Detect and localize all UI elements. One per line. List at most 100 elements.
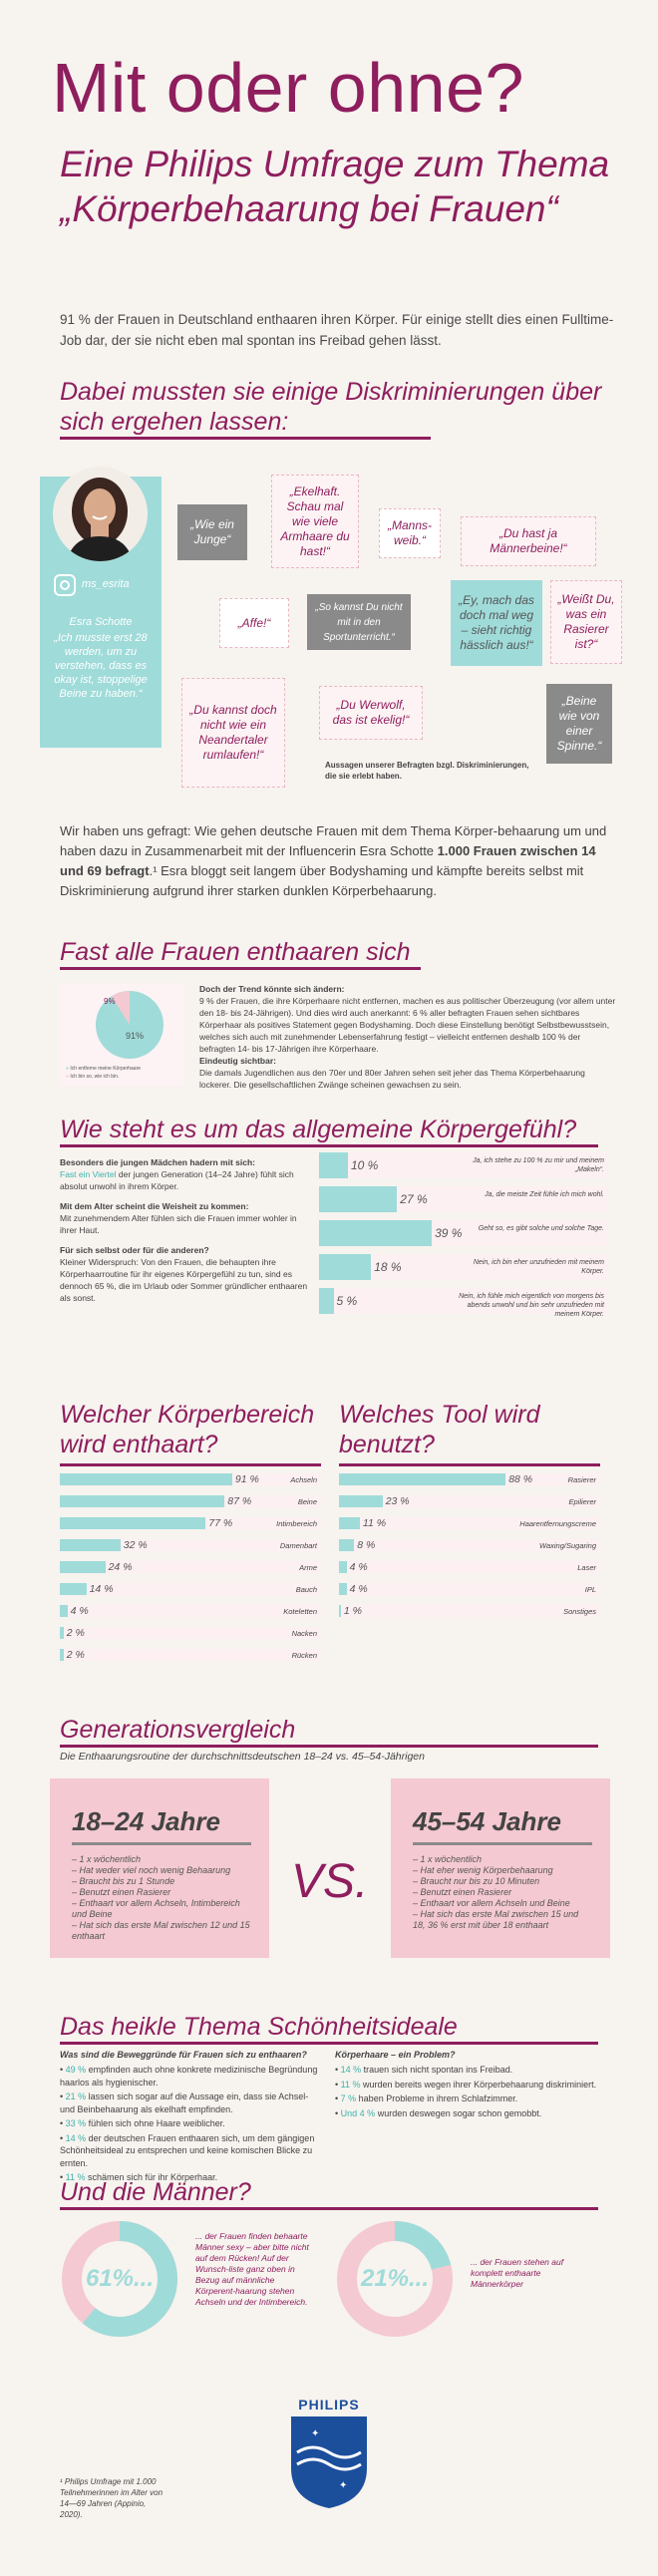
generation-subtitle: Die Enthaarungsroutine der durchschnitts… (60, 1751, 425, 1763)
chart-bar-track (339, 1561, 600, 1573)
bullet-item: • Und 4 % wurden deswegen sogar schon ge… (335, 2107, 604, 2120)
chart-bar-track (60, 1627, 321, 1639)
chart-bar-value: 91 % (234, 1473, 259, 1485)
generation-box-older: 45–54 Jahre 1 x wöchentlichHat eher weni… (391, 1778, 610, 1958)
quotes-note: Aussagen unserer Befragten bzgl. Diskrim… (325, 761, 529, 781)
donut-left (62, 2221, 177, 2337)
chart-bar (60, 1473, 232, 1485)
beauty-right-title: Körperhaare – ein Problem? (335, 2050, 456, 2060)
block-title: Mit dem Alter scheint die Weisheit zu ko… (60, 1201, 249, 1211)
beauty-heading: Das heikle Thema Schönheitsideale (60, 2013, 458, 2041)
chart-bar (60, 1583, 87, 1595)
chart-bar-row: 2 % Nacken (60, 1627, 321, 1639)
divider (413, 1842, 592, 1845)
bullet-dot: • (335, 2107, 341, 2118)
chart-bar-label: Laser (577, 1563, 596, 1572)
trend-body: 9 % der Frauen, die ihre Körperhaare nic… (199, 996, 616, 1054)
chart-bar-row: 32 % Damenbart (60, 1539, 321, 1551)
bullet-text: wurden bereits wegen ihrer Körperbehaaru… (360, 2079, 597, 2090)
chart-bar-value: 2 % (66, 1627, 85, 1639)
chart-bar-row: 24 % Arme (60, 1561, 321, 1573)
influencer-card: ms_esrita Esra Schotte „Ich musste erst … (40, 467, 162, 748)
bullet-item: • 11 % schämen sich für ihr Körperhaar. (60, 2171, 319, 2184)
chart-bar-track (339, 1605, 600, 1617)
feeling-text: Besonders die jungen Mädchen hadern mit … (60, 1156, 309, 1304)
bullet-percentage: 21 % (65, 2092, 87, 2101)
footnote: ¹ Philips Umfrage mit 1.000 Teilnehmerin… (60, 2477, 164, 2519)
bullet-dot: • (60, 2118, 66, 2128)
chart-bar-value: 11 % (362, 1517, 387, 1529)
chart-bar-row: 2 % Rücken (60, 1649, 321, 1661)
bullet-text: der deutschen Frauen enthaaren sich, um … (60, 2132, 315, 2168)
heading-underline (60, 437, 431, 440)
donut-value-arc (62, 2221, 177, 2337)
list-item: 1 x wöchentlich (413, 1854, 592, 1865)
beauty-left-title: Was sind die Beweggründe für Frauen sich… (60, 2050, 307, 2060)
person-photo-icon (67, 478, 133, 561)
pie-label: 91% (126, 1031, 145, 1041)
bullet-dot: • (335, 2079, 341, 2090)
bullet-percentage: 11 % (65, 2172, 86, 2182)
heading-underline (60, 2207, 598, 2210)
chart-bar-label: Intimbereich (276, 1519, 317, 1528)
visible-body: Die damals Jugendlichen aus den 70er und… (199, 1068, 585, 1090)
survey-text: .¹ Esra bloggt seit langem über Bodysham… (60, 863, 584, 898)
bullet-item: • 7 % haben Probleme in ihrem Schlafzimm… (335, 2093, 604, 2105)
quote-card: „Du Werwolf, das ist ekelig!“ (319, 686, 423, 740)
chart-bar-track (319, 1288, 608, 1314)
heading-underline (60, 2042, 598, 2045)
bullet-item: • 49 % empfinden auch ohne konkrete medi… (60, 2064, 319, 2089)
block-text: Kleiner Widerspruch: Von den Frauen, die… (60, 1257, 308, 1303)
bullet-percentage: 11 % (340, 2079, 361, 2090)
chart-bar-row: 88 % Rasierer (339, 1473, 600, 1485)
philips-logo: PHILIPS ✦ ✦ (287, 2397, 371, 2514)
chart-bar-value: 4 % (349, 1561, 368, 1573)
chart-bar-track (60, 1649, 321, 1661)
men-left-text: ... der Frauen finden behaarte Männer se… (195, 2231, 309, 2307)
quote-card: „Ekelhaft. Schau mal wie viele Armhaare … (271, 475, 359, 568)
list-item: Braucht nur bis zu 10 Minuten (413, 1876, 592, 1887)
feeling-heading: Wie steht es um das allgemeine Körpergef… (60, 1116, 577, 1143)
quote-card: „Beine wie von einer Spinne.“ (546, 684, 612, 764)
beauty-left-list: • 49 % empfinden auch ohne konkrete medi… (60, 2064, 319, 2184)
men-heading: Und die Männer? (60, 2178, 251, 2206)
bullet-text: wurden deswegen sogar schon gemobbt. (375, 2107, 542, 2118)
chart-bar-label: Haarentfernungscreme (519, 1519, 596, 1528)
bullet-percentage: 14 % (340, 2065, 362, 2075)
chart-bar-value: 4 % (70, 1605, 89, 1617)
chart-bar-row: 1 % Sonstiges (339, 1605, 600, 1617)
block-text: der jungen Generation (14–24 Jahre) fühl… (60, 1169, 294, 1191)
pie-slice-9 (111, 991, 130, 1025)
chart-bar-label: Rasierer (567, 1475, 596, 1484)
chart-bar-value: 77 % (208, 1517, 233, 1529)
donut-right (337, 2221, 453, 2337)
beauty-right-list: • 14 % trauen sich nicht spontan ins Fre… (335, 2064, 604, 2119)
pie-chart-panel: 9% 91% ● Ich entferne meine Körperhaare … (60, 983, 183, 1087)
chart-bar-label: Geht so, es gibt solche und solche Tage. (478, 1225, 604, 1232)
bullet-item: • 11 % wurden bereits wegen ihrer Körper… (335, 2079, 604, 2092)
chart-bar-track (60, 1605, 321, 1617)
generation-list: 1 x wöchentlichHat eher wenig Körperbeha… (413, 1854, 592, 1931)
heading-underline (60, 1745, 598, 1748)
chart-bar-track (339, 1539, 600, 1551)
generation-box-young: 18–24 Jahre 1 x wöchentlichHat weder vie… (50, 1778, 269, 1958)
influencer-name: Esra Schotte (69, 616, 133, 628)
chart-bar (319, 1254, 372, 1280)
chart-bar-track (339, 1583, 600, 1595)
quote-card: „Ey, mach das doch mal weg – sieht richt… (451, 580, 542, 666)
heading-underline (339, 1463, 600, 1466)
pie-legend: ● Ich entferne meine Körperhaare ● Ich b… (66, 1065, 141, 1081)
chart-bar-value: 4 % (349, 1583, 368, 1595)
chart-bar (319, 1220, 433, 1246)
list-item: Benutzt einen Rasierer (72, 1887, 251, 1898)
chart-bar-label: Beine (297, 1497, 317, 1506)
bullet-item: • 33 % fühlen sich ohne Haare weiblicher… (60, 2117, 319, 2130)
bullet-text: haben Probleme in ihrem Schlafzimmer. (356, 2093, 518, 2103)
feeling-block: Mit dem Alter scheint die Weisheit zu ko… (60, 1200, 309, 1236)
bullet-text: fühlen sich ohne Haare weiblicher. (86, 2118, 225, 2128)
chart-bar-row: 4 % IPL (339, 1583, 600, 1595)
list-item: Enthaart vor allem Achseln und Beine (413, 1898, 592, 1909)
chart-bar-track (60, 1583, 321, 1595)
chart-bar (60, 1517, 206, 1529)
trend-title: Doch der Trend könnte sich ändern: (199, 984, 345, 994)
